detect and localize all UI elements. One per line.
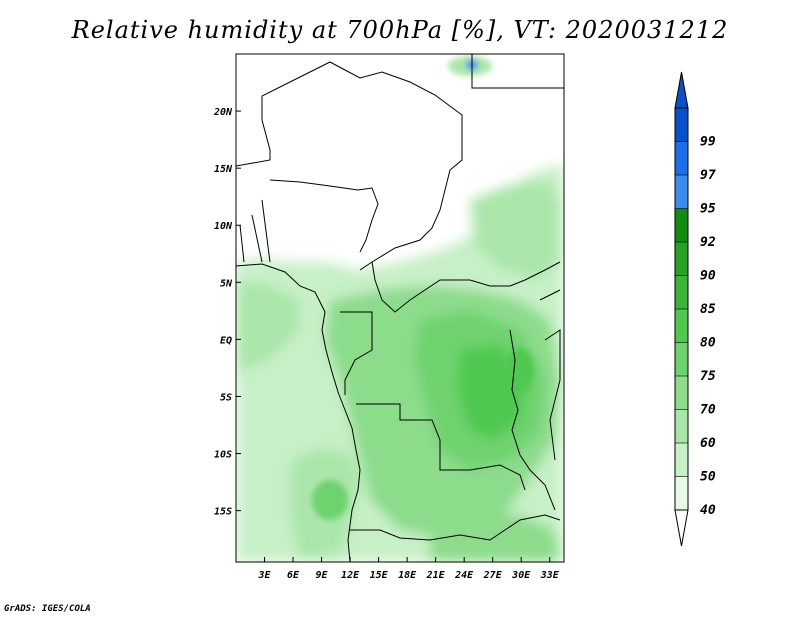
lat-tick-label: EQ xyxy=(220,335,232,346)
humidity-spot-southwest xyxy=(312,480,348,520)
colorbar-label: 92 xyxy=(700,235,716,250)
lon-tick-label: 24E xyxy=(454,570,474,581)
colorbar-segment xyxy=(675,275,688,309)
colorbar-segment xyxy=(675,208,688,242)
colorbar-label: 70 xyxy=(700,403,716,418)
lon-tick-label: 33E xyxy=(540,570,560,581)
humidity-region-gulf xyxy=(236,280,300,372)
lat-tick-label: 5S xyxy=(220,392,232,403)
lon-tick-label: 3E xyxy=(257,570,271,581)
lon-tick-label: 6E xyxy=(287,570,300,581)
colorbar-segment xyxy=(675,175,688,209)
colorbar-label: 50 xyxy=(700,470,716,485)
map-title: Relative humidity at 700hPa [%], VT: 202… xyxy=(71,16,729,44)
colorbar-label: 80 xyxy=(700,336,716,351)
country-borders xyxy=(236,54,564,562)
colorbar: 40 50 60 70 75 80 85 90 92 95 97 99 xyxy=(674,71,716,547)
lat-tick-label: 20N xyxy=(213,107,233,118)
lat-tick-label: 10S xyxy=(214,450,232,461)
lon-tick-label: 27E xyxy=(483,570,503,581)
humidity-region-southeast xyxy=(430,510,560,562)
border-congo-west xyxy=(340,311,373,395)
colorbar-segment xyxy=(675,108,688,142)
latitude-axis: 20N 15N 10N 5N EQ 5S 10S 15S xyxy=(213,107,241,518)
colorbar-label: 85 xyxy=(700,302,716,317)
lat-tick-label: 15N xyxy=(214,164,233,175)
colorbar-segment xyxy=(675,342,688,376)
humidity-spot-east xyxy=(506,348,534,392)
colorbar-label: 90 xyxy=(700,269,716,284)
colorbar-segment xyxy=(675,409,688,443)
border-east xyxy=(539,289,561,461)
map-frame xyxy=(235,53,565,563)
colorbar-segment xyxy=(675,242,688,276)
coastline-west xyxy=(236,263,361,562)
colorbar-label: 99 xyxy=(700,135,716,150)
colorbar-label: 95 xyxy=(700,202,716,217)
lat-tick-label: 5N xyxy=(220,278,233,289)
border-northeast xyxy=(471,54,564,89)
lon-tick-label: 9E xyxy=(316,570,329,581)
colorbar-above-triangle xyxy=(674,71,689,109)
colorbar-below-triangle xyxy=(674,509,689,547)
border-north-west xyxy=(236,61,463,271)
border-angola-south xyxy=(350,514,561,541)
lon-tick-label: 15E xyxy=(370,570,389,581)
lon-tick-label: 21E xyxy=(426,570,446,581)
colorbar-segment xyxy=(675,309,688,343)
colorbar-segment xyxy=(675,443,688,477)
lon-tick-label: 30E xyxy=(511,570,531,581)
humidity-region-northeast xyxy=(470,180,560,280)
colorbar-segment xyxy=(675,141,688,175)
credit-text: GrADS: IGES/COLA xyxy=(4,604,91,614)
colorbar-label: 97 xyxy=(700,168,716,183)
lat-tick-label: 10N xyxy=(214,221,233,232)
lon-tick-label: 12E xyxy=(341,570,360,581)
colorbar-segment xyxy=(675,476,688,510)
border-sahel xyxy=(269,179,379,253)
border-east-lakes xyxy=(509,329,556,511)
lat-tick-label: 15S xyxy=(214,507,232,518)
colorbar-segment xyxy=(675,376,688,410)
colorbar-label: 60 xyxy=(700,436,716,451)
lon-tick-label: 18E xyxy=(398,570,417,581)
colorbar-label: 75 xyxy=(700,369,716,384)
border-central xyxy=(371,261,561,313)
border-west-small xyxy=(239,199,271,263)
colorbar-label: 40 xyxy=(700,503,716,518)
longitude-axis: 3E 6E 9E 12E 15E 18E 21E 24E 27E 30E 33E xyxy=(257,557,560,581)
border-angola-north xyxy=(356,403,526,491)
